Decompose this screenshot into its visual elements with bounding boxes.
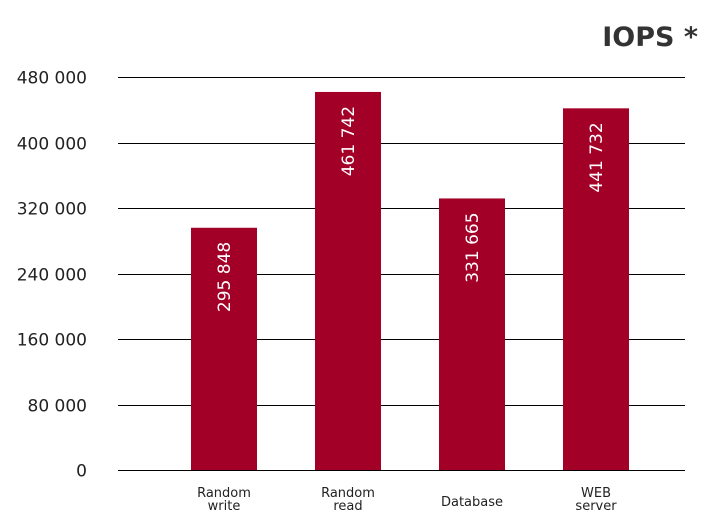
x-tick-label: write — [208, 499, 241, 514]
x-tick-label: server — [575, 499, 617, 514]
bar — [563, 108, 629, 471]
x-tick-label: WEB — [581, 486, 611, 501]
x-tick-label: read — [333, 499, 362, 514]
bar — [315, 91, 381, 471]
bar-value-label: 441 732 — [587, 122, 607, 192]
y-tick-label: 400 000 — [17, 135, 87, 155]
bar — [439, 198, 505, 470]
chart-title: IOPS * — [602, 22, 698, 53]
bar — [191, 227, 257, 470]
y-axis-tick-labels: 0 80 000 160 000 240 000 320 000 400 000 480 0… — [17, 69, 87, 482]
y-tick-label: 320 000 — [17, 200, 87, 220]
y-tick-label: 480 000 — [17, 69, 87, 89]
bar-value-label: 461 742 — [339, 106, 359, 176]
x-tick-label: Random — [321, 486, 375, 501]
y-tick-label: 80 000 — [28, 397, 87, 417]
y-tick-label: 240 000 — [17, 266, 87, 286]
x-tick-label: Random — [197, 486, 251, 501]
bars: 295 848 461 742 331 665 441 732 — [191, 91, 629, 471]
bar-value-label: 295 848 — [215, 242, 235, 312]
x-tick-label: Database — [441, 495, 503, 510]
y-tick-label: 160 000 — [17, 331, 87, 351]
y-tick-label: 0 — [76, 462, 87, 482]
bar-value-label: 331 665 — [463, 212, 483, 282]
